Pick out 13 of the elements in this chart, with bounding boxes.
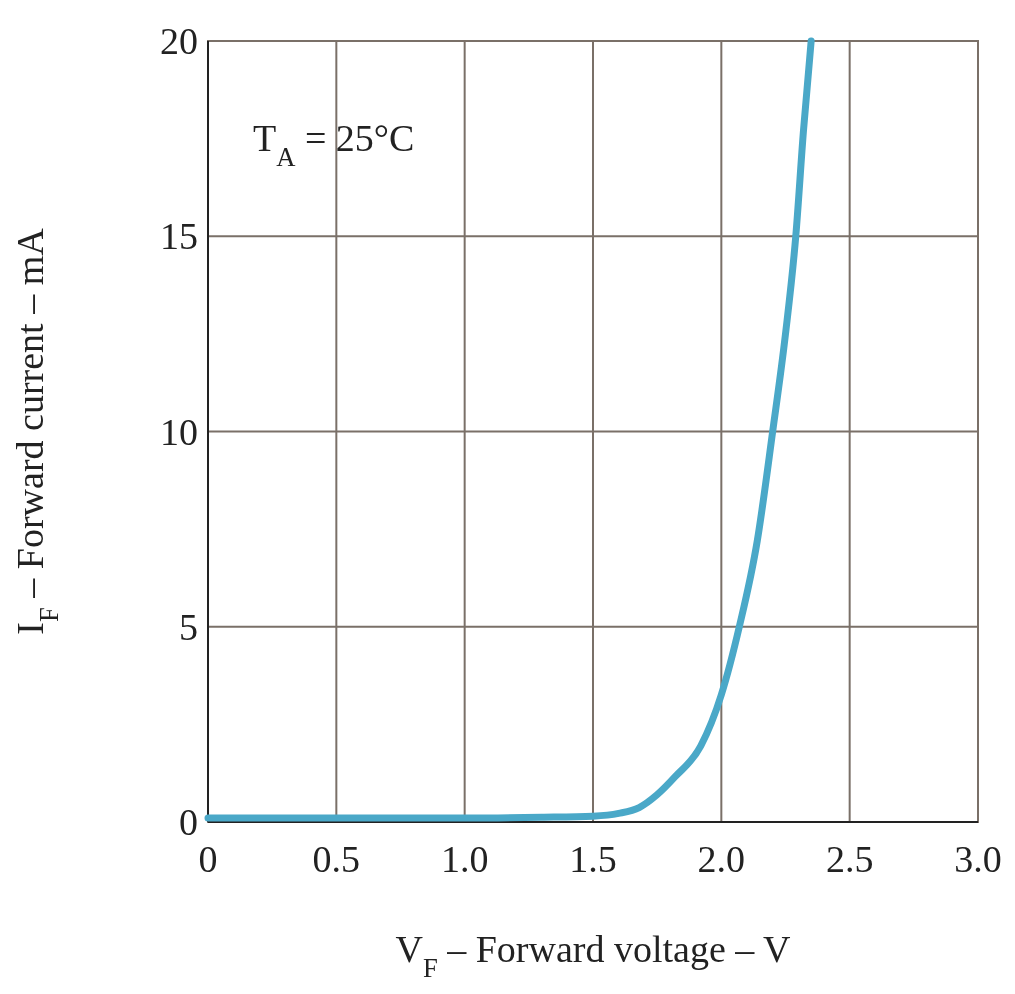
x-tick-label: 2.5 [825, 838, 874, 880]
x-tick-label: 0.5 [312, 838, 361, 880]
text: 2.0 [697, 838, 746, 880]
y-tick-label: 15 [160, 215, 198, 258]
x-tick-label: 1.5 [569, 838, 617, 880]
y-tick-label: 5 [179, 605, 198, 648]
text: 3.0 [954, 838, 1002, 880]
annotation: T$_{A}$ = 25°C [253, 117, 415, 172]
x-axis-title: V$_{F}$ – Forward voltage – V [395, 928, 792, 983]
y-tick-label: 10 [160, 410, 198, 453]
text: 1.0 [440, 838, 489, 880]
y-tick-label: 20 [160, 20, 198, 62]
y-tick-label: 0 [179, 801, 198, 843]
